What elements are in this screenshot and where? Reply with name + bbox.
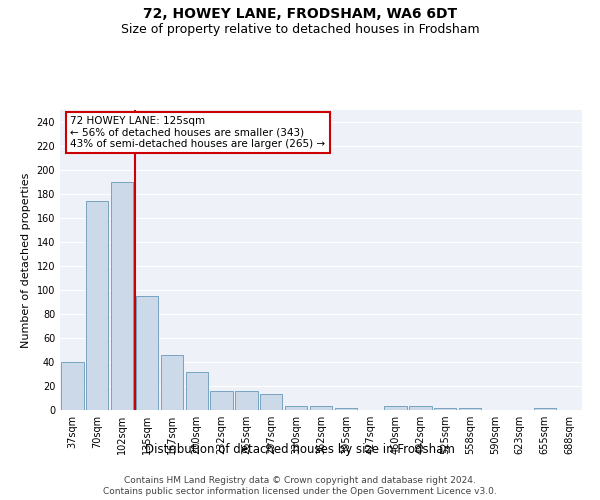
Bar (285, 406, 307, 410)
Bar (434, 408, 457, 410)
Bar (161, 355, 183, 410)
Text: Contains HM Land Registry data © Crown copyright and database right 2024.: Contains HM Land Registry data © Crown c… (124, 476, 476, 485)
Bar (310, 406, 332, 410)
Bar (533, 408, 556, 410)
Bar (409, 406, 431, 410)
Text: Contains public sector information licensed under the Open Government Licence v3: Contains public sector information licen… (103, 488, 497, 496)
Bar (61, 362, 83, 410)
Bar (185, 372, 208, 410)
Bar (211, 391, 233, 410)
Bar (235, 391, 257, 410)
Text: 72 HOWEY LANE: 125sqm
← 56% of detached houses are smaller (343)
43% of semi-det: 72 HOWEY LANE: 125sqm ← 56% of detached … (70, 116, 326, 149)
Bar (335, 408, 357, 410)
Bar (459, 408, 481, 410)
Bar (136, 296, 158, 410)
Text: Distribution of detached houses by size in Frodsham: Distribution of detached houses by size … (145, 442, 455, 456)
Text: Size of property relative to detached houses in Frodsham: Size of property relative to detached ho… (121, 22, 479, 36)
Bar (385, 406, 407, 410)
Text: 72, HOWEY LANE, FRODSHAM, WA6 6DT: 72, HOWEY LANE, FRODSHAM, WA6 6DT (143, 8, 457, 22)
Bar (111, 182, 133, 410)
Bar (260, 394, 283, 410)
Bar (86, 201, 109, 410)
Y-axis label: Number of detached properties: Number of detached properties (21, 172, 31, 348)
